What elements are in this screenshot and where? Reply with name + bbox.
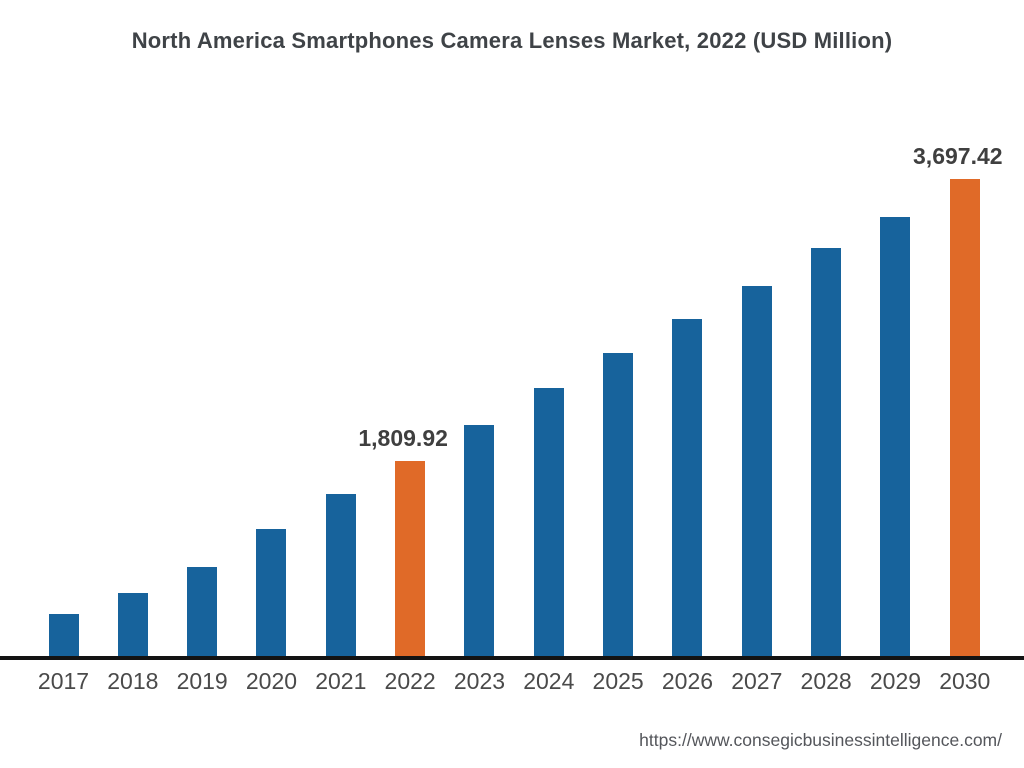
x-tick-2030: 2030 <box>939 668 991 694</box>
x-tick-2019: 2019 <box>176 668 228 694</box>
bar-2028 <box>811 248 842 656</box>
bar-2030 <box>949 179 980 656</box>
x-tick-2018: 2018 <box>107 668 159 694</box>
x-axis-line <box>0 656 1024 660</box>
x-tick-2029: 2029 <box>869 668 922 694</box>
x-tick-2022: 2022 <box>384 668 436 694</box>
bar-2029 <box>880 217 911 656</box>
bar-2017 <box>48 614 79 656</box>
x-tick-2021: 2021 <box>315 668 367 694</box>
bar-2026 <box>672 319 703 656</box>
bar-2019 <box>187 567 218 656</box>
source-url: https://www.consegicbusinessintelligence… <box>639 730 1002 750</box>
x-tick-2023: 2023 <box>453 668 506 694</box>
x-tick-2025: 2025 <box>592 668 644 694</box>
bar-2018 <box>117 593 148 656</box>
bar-2021 <box>325 494 356 656</box>
x-tick-2024: 2024 <box>523 668 575 694</box>
x-tick-2017: 2017 <box>37 668 90 694</box>
x-tick-2028: 2028 <box>800 668 852 694</box>
data-label-2022: 1,809.92 <box>358 425 448 451</box>
x-tick-2020: 2020 <box>245 668 298 694</box>
bar-2022 <box>395 461 426 656</box>
data-label-2030: 3,697.42 <box>913 143 1003 169</box>
bar-2027 <box>741 286 772 656</box>
bar-2020 <box>256 529 287 656</box>
x-tick-2026: 2026 <box>661 668 714 694</box>
bar-2024 <box>533 388 564 656</box>
bar-2023 <box>464 425 495 656</box>
chart-title: North America Smartphones Camera Lenses … <box>131 28 893 53</box>
x-tick-2027: 2027 <box>731 668 783 694</box>
bar-2025 <box>603 353 634 656</box>
